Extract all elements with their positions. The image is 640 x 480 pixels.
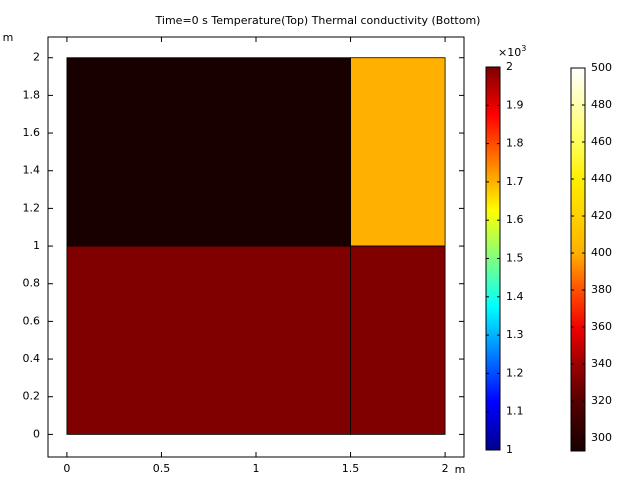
region [350, 245, 446, 435]
x-tick-label: 1 [253, 462, 260, 475]
colorbar-tick-label: 320 [591, 394, 612, 407]
y-tick-label: 0.4 [23, 352, 41, 365]
region [66, 57, 351, 247]
colorbar-tick-label: 1.9 [506, 98, 524, 111]
x-tick-label: 2 [442, 462, 449, 475]
multiplier-exponent: 3 [521, 44, 526, 53]
region [350, 57, 446, 247]
colorbar-tick-label: 420 [591, 209, 612, 222]
x-tick-label: 0 [63, 462, 70, 475]
y-tick-label: 0.6 [23, 314, 41, 327]
y-tick-label: 0.8 [23, 277, 41, 290]
y-tick-label: 1.8 [23, 88, 41, 101]
colorbar-tick-label: 380 [591, 283, 612, 296]
colorbar-tick-label: 440 [591, 172, 612, 185]
colorbar-tick-label: 460 [591, 135, 612, 148]
colorbar-tick-label: 1 [506, 443, 513, 456]
colorbar-tick-label: 2 [506, 60, 513, 73]
colorbar-tick-label: 300 [591, 431, 612, 444]
y-tick-label: 2 [33, 51, 40, 64]
colorbar-tick-label: 1.1 [506, 405, 524, 418]
colorbar-tick-label: 1.8 [506, 137, 524, 150]
y-tick-label: 1 [33, 239, 40, 252]
colorbar-tick-label: 400 [591, 246, 612, 259]
colorbar-multiplier: ×103 [498, 44, 526, 60]
colorbar-tick-label: 1.3 [506, 328, 524, 341]
colorbar-tick-label: 1.4 [506, 290, 524, 303]
colorbar-tick-label: 480 [591, 98, 612, 111]
colorbar-tick-label: 360 [591, 320, 612, 333]
chart-title: Time=0 s Temperature(Top) Thermal conduc… [155, 14, 481, 27]
colorbar-tick-label: 500 [591, 61, 612, 74]
colorbar-tick-label: 340 [591, 357, 612, 370]
colorbar-tick-label: 1.5 [506, 252, 524, 265]
region [66, 245, 351, 435]
x-tick-label: 0.5 [153, 462, 171, 475]
colorbar-tick-label: 1.6 [506, 213, 524, 226]
colorbar-tick-label: 1.7 [506, 175, 524, 188]
x-axis-label: m [455, 463, 466, 476]
x-tick-label: 1.5 [342, 462, 360, 475]
colorbar [570, 67, 586, 452]
y-axis-label: m [3, 31, 14, 44]
y-tick-label: 1.6 [23, 126, 41, 139]
y-tick-label: 1.4 [23, 164, 41, 177]
multiplier-base: ×10 [498, 46, 521, 59]
y-tick-label: 0 [33, 427, 40, 440]
y-tick-label: 0.2 [23, 390, 41, 403]
colorbar-tick-label: 1.2 [506, 366, 524, 379]
y-tick-label: 1.2 [23, 201, 41, 214]
